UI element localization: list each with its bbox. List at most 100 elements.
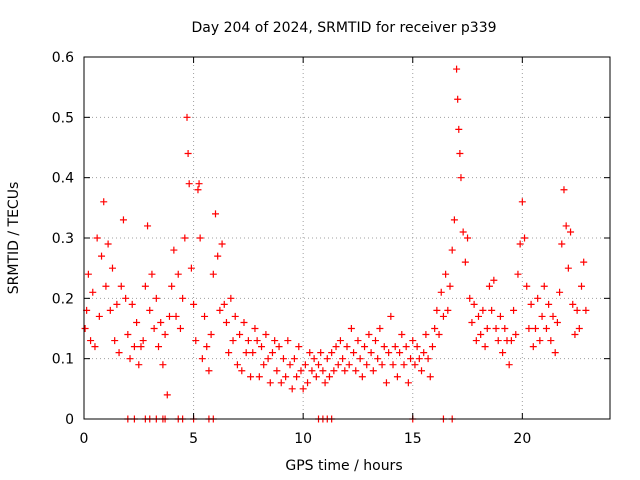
data-point: [507, 337, 515, 345]
data-point: [214, 252, 222, 260]
data-point: [98, 252, 106, 260]
data-point: [236, 331, 244, 339]
data-point: [347, 325, 355, 332]
data-point: [122, 294, 130, 302]
data-point: [192, 337, 200, 345]
data-point: [481, 343, 489, 351]
data-point: [376, 325, 384, 332]
data-point: [119, 216, 127, 224]
data-point: [334, 361, 342, 369]
data-point: [240, 318, 248, 326]
data-point: [496, 312, 504, 320]
data-point: [435, 331, 443, 339]
axis-ticks: 0 5 10 15 20 0 0.1 0.2 0.3 0.4 0.5 0.6: [52, 50, 610, 447]
data-point: [468, 318, 476, 326]
data-point: [268, 349, 276, 357]
data-point: [549, 312, 557, 320]
data-point: [339, 355, 347, 363]
data-point: [216, 306, 224, 314]
data-point: [367, 349, 375, 357]
data-point: [464, 234, 472, 242]
data-point: [551, 349, 559, 357]
data-point: [229, 337, 237, 345]
data-point: [396, 349, 404, 357]
x-tick-label: 5: [189, 431, 198, 447]
data-point: [81, 325, 89, 332]
data-point: [264, 355, 272, 363]
data-point: [139, 337, 147, 345]
data-point: [135, 361, 143, 369]
data-point: [227, 294, 235, 302]
data-point: [437, 288, 445, 296]
data-point: [222, 318, 230, 326]
data-point: [501, 325, 509, 332]
data-point: [475, 312, 482, 320]
data-point: [165, 312, 173, 320]
data-point: [466, 294, 474, 302]
data-point: [168, 282, 176, 290]
data-point: [93, 234, 101, 242]
data-point: [212, 210, 219, 218]
data-point: [361, 343, 369, 351]
data-point: [176, 325, 184, 332]
data-point: [255, 373, 263, 381]
data-point: [365, 331, 373, 339]
data-point: [111, 337, 119, 345]
data-point: [479, 306, 487, 314]
data-point: [150, 325, 158, 332]
data-point: [106, 306, 114, 314]
data-point: [184, 150, 192, 158]
data-point: [148, 270, 156, 278]
data-point: [453, 65, 461, 73]
y-tick-label: 0.3: [52, 231, 74, 247]
data-point: [323, 355, 331, 363]
data-point: [470, 300, 478, 308]
data-point: [553, 318, 561, 326]
data-point: [411, 361, 419, 369]
data-point: [578, 282, 586, 290]
data-point: [195, 180, 203, 188]
data-point: [538, 312, 546, 320]
data-point: [308, 367, 316, 375]
data-point: [284, 337, 292, 345]
data-point: [299, 385, 307, 393]
data-point: [389, 361, 397, 369]
data-point: [170, 246, 178, 254]
x-axis-label: GPS time / hours: [285, 458, 402, 474]
data-point: [374, 355, 382, 363]
data-point: [207, 331, 215, 339]
data-point: [391, 343, 399, 351]
data-point: [483, 325, 491, 332]
data-point: [315, 361, 323, 369]
data-point: [100, 198, 108, 206]
data-point: [301, 361, 309, 369]
data-point: [187, 264, 195, 272]
data-point: [113, 300, 121, 308]
data-point: [325, 373, 333, 381]
data-point: [262, 331, 270, 339]
data-point: [400, 361, 408, 369]
data-point: [536, 337, 544, 345]
data-point: [510, 306, 518, 314]
y-tick-label: 0.1: [52, 352, 74, 368]
data-point: [418, 367, 426, 375]
data-point: [343, 343, 351, 351]
data-point: [174, 270, 182, 278]
data-point: [499, 349, 507, 357]
data-point: [575, 325, 583, 332]
data-point: [531, 325, 539, 332]
data-point: [455, 125, 463, 133]
data-point: [201, 312, 209, 320]
data-point: [345, 361, 353, 369]
x-tick-label: 0: [80, 431, 89, 447]
data-point: [321, 379, 329, 387]
data-point: [304, 379, 312, 387]
x-tick-label: 10: [294, 431, 312, 447]
data-point: [185, 180, 193, 188]
data-point: [141, 282, 149, 290]
data-point: [448, 246, 456, 254]
data-point: [556, 288, 564, 296]
data-point: [288, 385, 296, 393]
data-point: [196, 234, 204, 242]
data-point: [494, 337, 502, 345]
